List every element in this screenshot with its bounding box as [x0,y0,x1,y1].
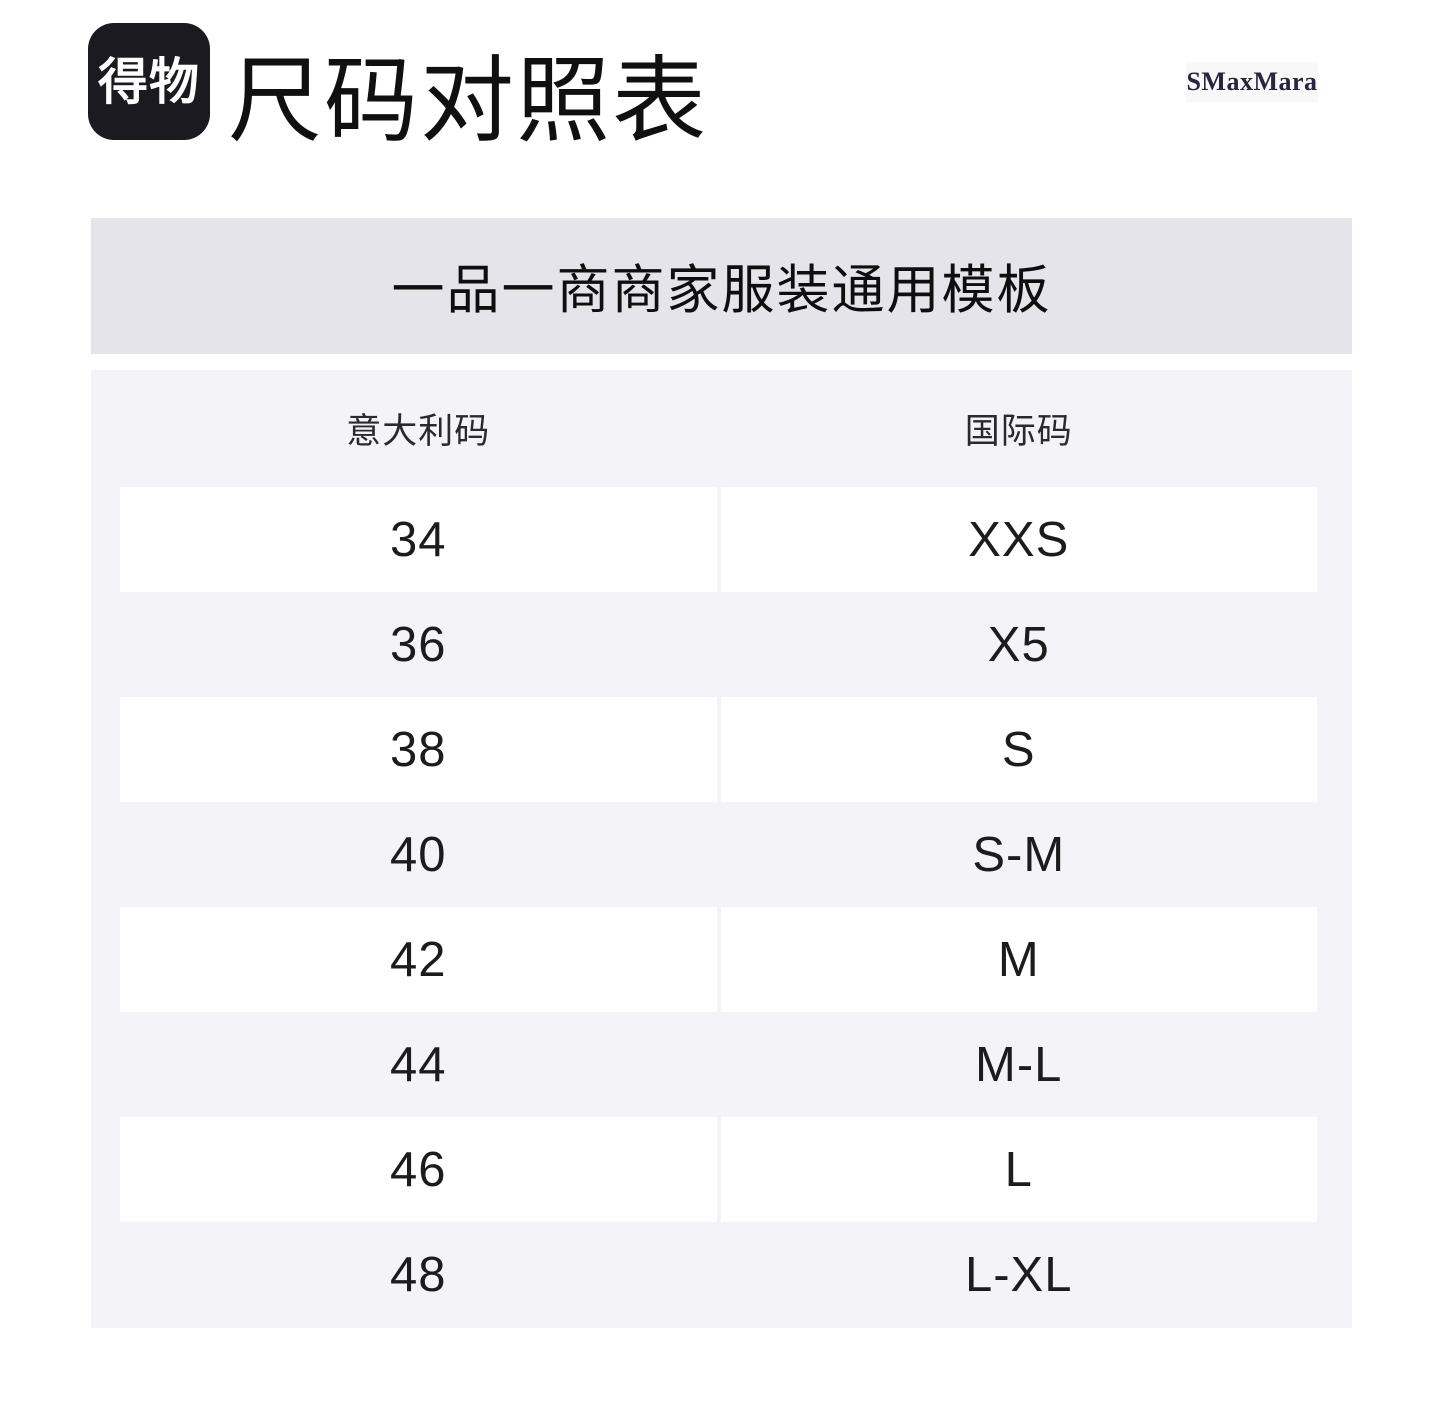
international-size-cell: S [720,697,1317,802]
template-banner-title: 一品一商商家服装通用模板 [391,261,1052,320]
dewu-app-logo: 得物 [88,23,210,140]
italian-size-cell: 44 [389,1037,447,1092]
table-row: 36 X5 [91,592,1352,697]
table-row: 46 L [91,1117,1352,1222]
italian-size-cell: 46 [120,1117,717,1222]
international-size-cell: XXS [720,487,1317,592]
table-row: 34 XXS [91,487,1352,592]
international-size-cell: M [720,907,1317,1012]
column-header-international: 国际码 [964,412,1073,451]
italian-size-cell: 40 [389,827,447,882]
table-row: 42 M [91,907,1352,1012]
dewu-logo-text: 得物 [98,53,200,110]
international-size-cell: X5 [987,617,1050,672]
international-size-cell: M-L [975,1037,1063,1092]
italian-size-cell: 42 [120,907,717,1012]
size-comparison-table: 意大利码 国际码 34 XXS 36 X5 38 S 40 S-M 42 M 4… [91,370,1352,1328]
international-size-cell: L [720,1117,1317,1222]
italian-size-cell: 36 [389,617,447,672]
italian-size-cell: 34 [120,487,717,592]
page-title: 尺码对照表 [228,48,709,153]
table-header-row: 意大利码 国际码 [91,370,1352,487]
international-size-cell: L-XL [964,1247,1073,1302]
table-row: 48 L-XL [91,1222,1352,1327]
italian-size-cell: 48 [389,1247,447,1302]
international-size-cell: S-M [972,827,1066,882]
table-row: 44 M-L [91,1012,1352,1117]
column-header-italian: 意大利码 [346,412,491,451]
template-banner: 一品一商商家服装通用模板 [91,218,1352,354]
table-row: 40 S-M [91,802,1352,907]
italian-size-cell: 38 [120,697,717,802]
brand-logo: SMaxMara [1186,62,1318,102]
table-row: 38 S [91,697,1352,802]
